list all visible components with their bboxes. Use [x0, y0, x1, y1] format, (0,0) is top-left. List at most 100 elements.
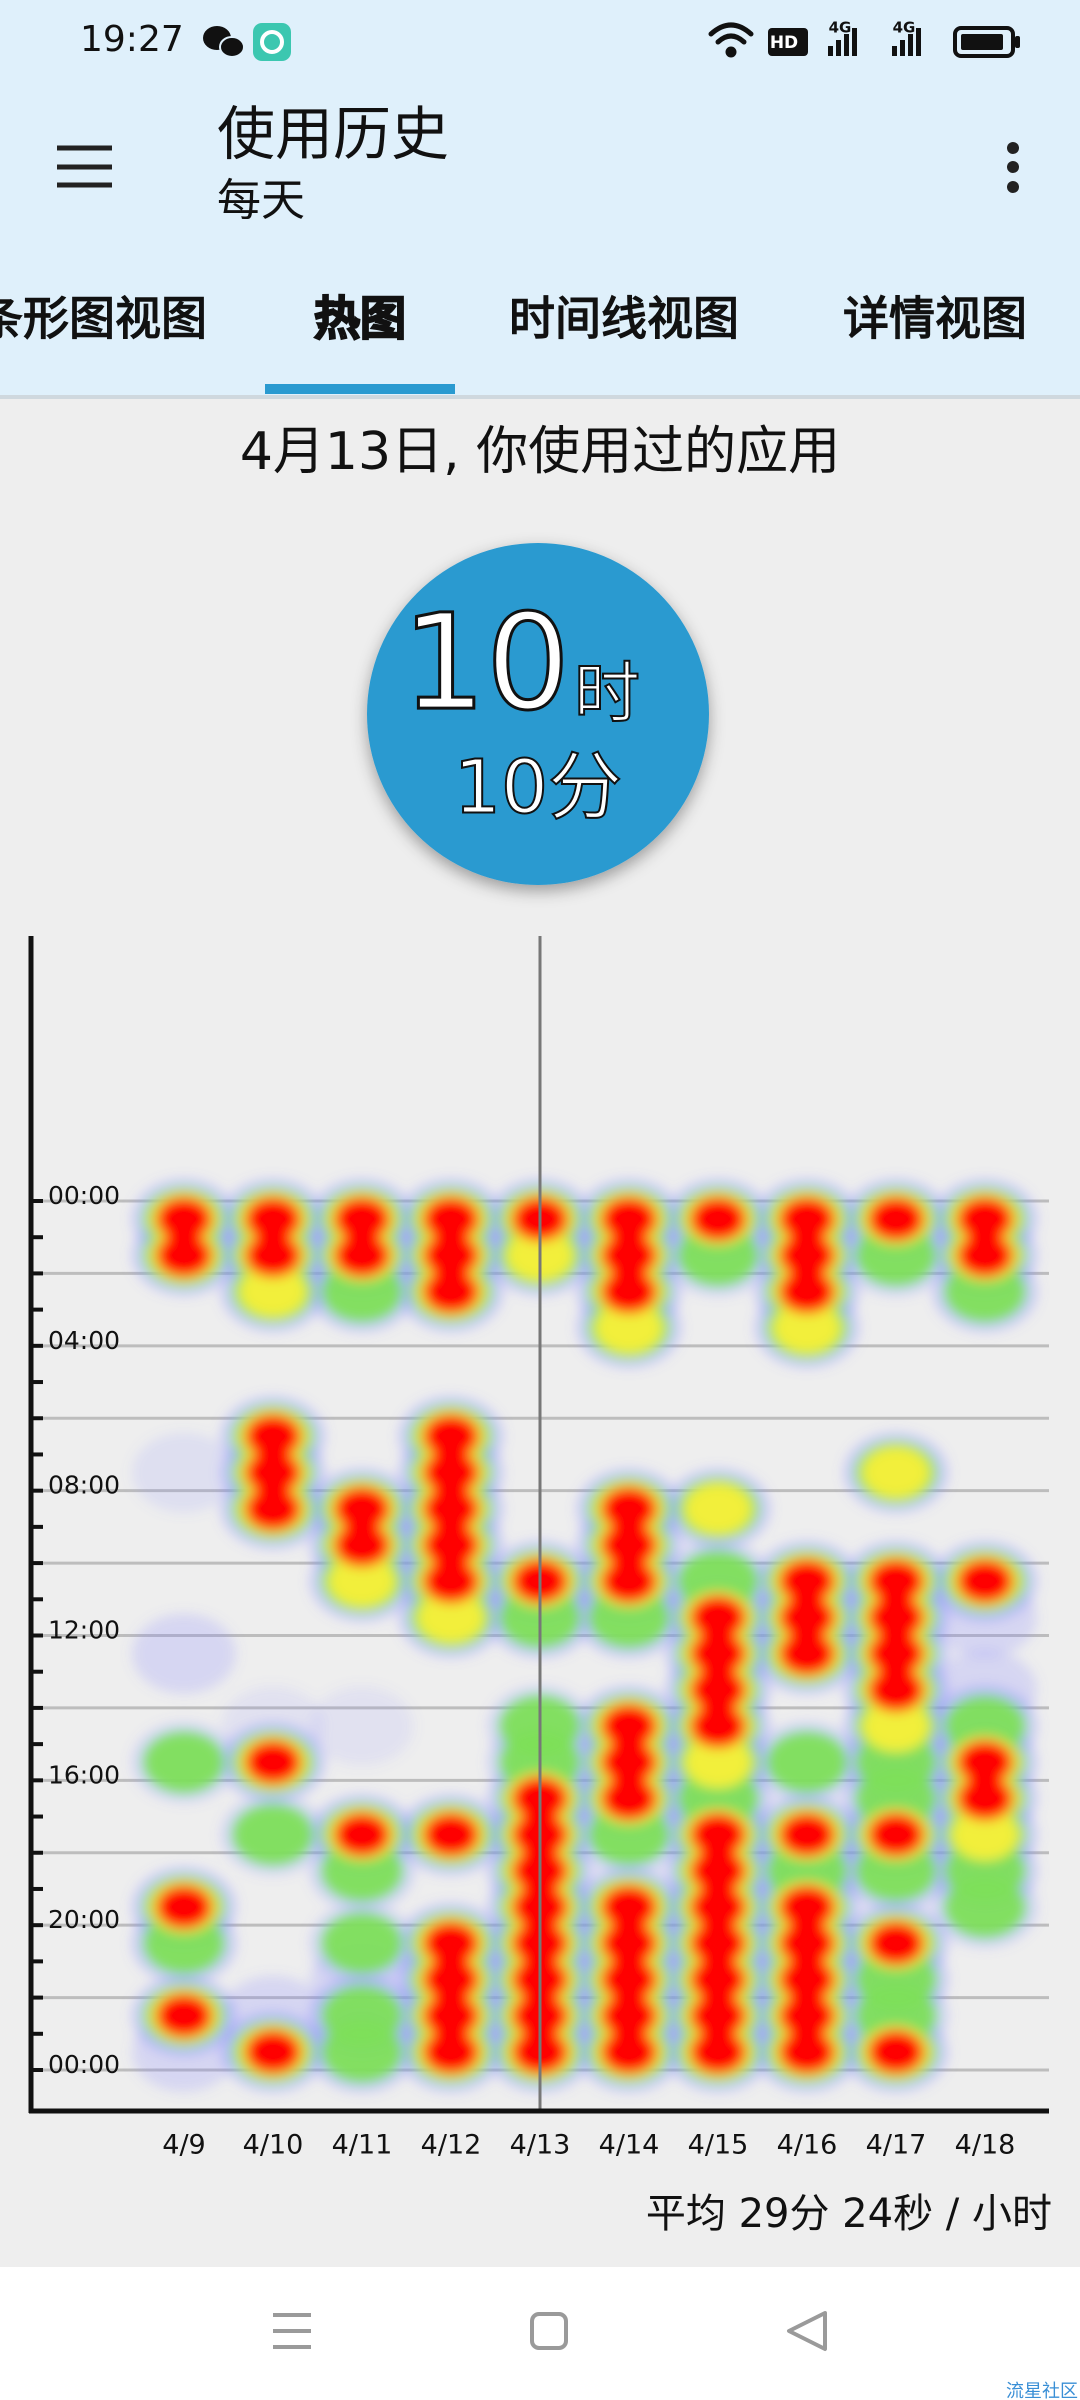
- signal-icon-1: [828, 28, 857, 56]
- heat-cell: [690, 1993, 746, 2038]
- x-tick-label: 4/10: [243, 2130, 304, 2161]
- x-tick-label: 4/11: [332, 2130, 393, 2161]
- heat-cell: [423, 1921, 479, 1966]
- heat-cell: [601, 1885, 657, 1930]
- tab[interactable]: 条形图视图: [0, 292, 207, 346]
- heat-cell: [779, 1812, 835, 1857]
- heat-cell: [601, 1486, 657, 1531]
- heat-cell: [957, 1197, 1013, 1242]
- heat-cell: [779, 1631, 835, 1676]
- heat-cell: [601, 2029, 657, 2074]
- heat-cell: [868, 1667, 924, 1712]
- battery-icon: [953, 26, 1020, 58]
- heat-cell: [868, 1921, 924, 1966]
- app-subtitle: 每天: [217, 175, 305, 226]
- heat-cell: [868, 1812, 924, 1857]
- heat-cell: [690, 1631, 746, 1676]
- x-tick-label: 4/13: [510, 2130, 571, 2161]
- heat-cell: [779, 1993, 835, 2038]
- heat-cell: [601, 1957, 657, 2002]
- heat-cell: [684, 1482, 752, 1535]
- heat-cell: [951, 1808, 1019, 1861]
- y-tick-label: 00:00: [48, 1181, 120, 1210]
- heat-cell: [690, 1197, 746, 1242]
- total-minutes: 10分: [454, 745, 622, 831]
- heat-cell: [690, 1848, 746, 1893]
- heat-cell: [868, 1559, 924, 1604]
- heat-cell: [423, 1450, 479, 1495]
- heat-cell: [779, 1595, 835, 1640]
- heat-cell: [423, 1957, 479, 2002]
- x-tick-label: 4/18: [955, 2130, 1016, 2161]
- tab[interactable]: 热图: [313, 291, 407, 347]
- app-title: 使用历史: [217, 100, 449, 168]
- wifi-icon: [708, 22, 754, 58]
- heat-cell: [334, 1486, 390, 1531]
- app-header-bg: [0, 0, 1080, 395]
- app-icon: [253, 23, 291, 61]
- heat-cell: [334, 1812, 390, 1857]
- x-tick-label: 4/15: [688, 2130, 749, 2161]
- wechat-icon: [203, 26, 245, 58]
- heat-cell: [779, 1885, 835, 1930]
- date-heading: 4月13日, 你使用过的应用: [240, 422, 840, 482]
- heat-cell: [417, 1591, 485, 1644]
- heat-cell: [690, 2029, 746, 2074]
- y-tick-label: 08:00: [48, 1471, 120, 1500]
- heat-cell: [601, 1993, 657, 2038]
- heat-cell: [779, 1233, 835, 1278]
- nav-home[interactable]: [530, 2312, 568, 2350]
- status-time: 19:27: [80, 19, 184, 60]
- total-hour-unit: 时: [574, 655, 640, 732]
- heat-cell: [601, 1522, 657, 1567]
- nav-bar: [0, 2267, 1080, 2400]
- heat-cell: [423, 1486, 479, 1531]
- heat-cell: [239, 1265, 307, 1318]
- heat-cell: [132, 1613, 236, 1694]
- y-tick-label: 12:00: [48, 1616, 120, 1645]
- heat-cell: [245, 1486, 301, 1531]
- heat-cell: [601, 1740, 657, 1785]
- heat-cell: [423, 1812, 479, 1857]
- heat-cell: [957, 1740, 1013, 1785]
- heat-cell: [245, 2029, 301, 2074]
- nav-menu[interactable]: [273, 2313, 311, 2349]
- heat-cell: [779, 1559, 835, 1604]
- heat-cell: [690, 1704, 746, 1749]
- heat-cell: [595, 1301, 663, 1354]
- y-tick-label: 16:00: [48, 1760, 120, 1789]
- network-label: 4G: [829, 19, 852, 37]
- x-tick-label: 4/17: [866, 2130, 927, 2161]
- heat-cell: [423, 1269, 479, 1314]
- y-tick-label: 20:00: [48, 1905, 120, 1934]
- heat-cell: [334, 1522, 390, 1567]
- heat-cell: [684, 1736, 752, 1789]
- heat-cell: [310, 1686, 414, 1767]
- menu-button[interactable]: [57, 145, 112, 188]
- overflow-menu[interactable]: [1007, 142, 1019, 193]
- heat-cell: [868, 1631, 924, 1676]
- tab[interactable]: 时间线视图: [509, 292, 739, 346]
- heat-cell: [321, 1912, 403, 1975]
- network-label-2: 4G: [893, 19, 916, 37]
- heat-cell: [423, 1993, 479, 2038]
- heat-cell: [328, 1555, 396, 1608]
- heat-cell: [957, 1233, 1013, 1278]
- heat-cell: [773, 1301, 841, 1354]
- heat-cell: [601, 1921, 657, 1966]
- heat-cell: [245, 1740, 301, 1785]
- heat-cell: [423, 1522, 479, 1567]
- heat-cell: [779, 1957, 835, 2002]
- heatmap-chart: 00:00 04:00 08:00 12:00 16:00 20:00 00:00 4/9 4/…: [28, 936, 1049, 2161]
- x-tick-label: 4/16: [777, 2130, 838, 2161]
- heat-cell: [245, 1197, 301, 1242]
- nav-back[interactable]: [787, 2311, 827, 2351]
- heat-cell: [690, 1667, 746, 1712]
- heat-cell: [690, 1812, 746, 1857]
- heat-cell: [868, 1595, 924, 1640]
- tab[interactable]: 详情视图: [843, 292, 1027, 346]
- heat-cell: [245, 1233, 301, 1278]
- heat-cell: [766, 1731, 848, 1794]
- hd-label: HD: [770, 33, 798, 53]
